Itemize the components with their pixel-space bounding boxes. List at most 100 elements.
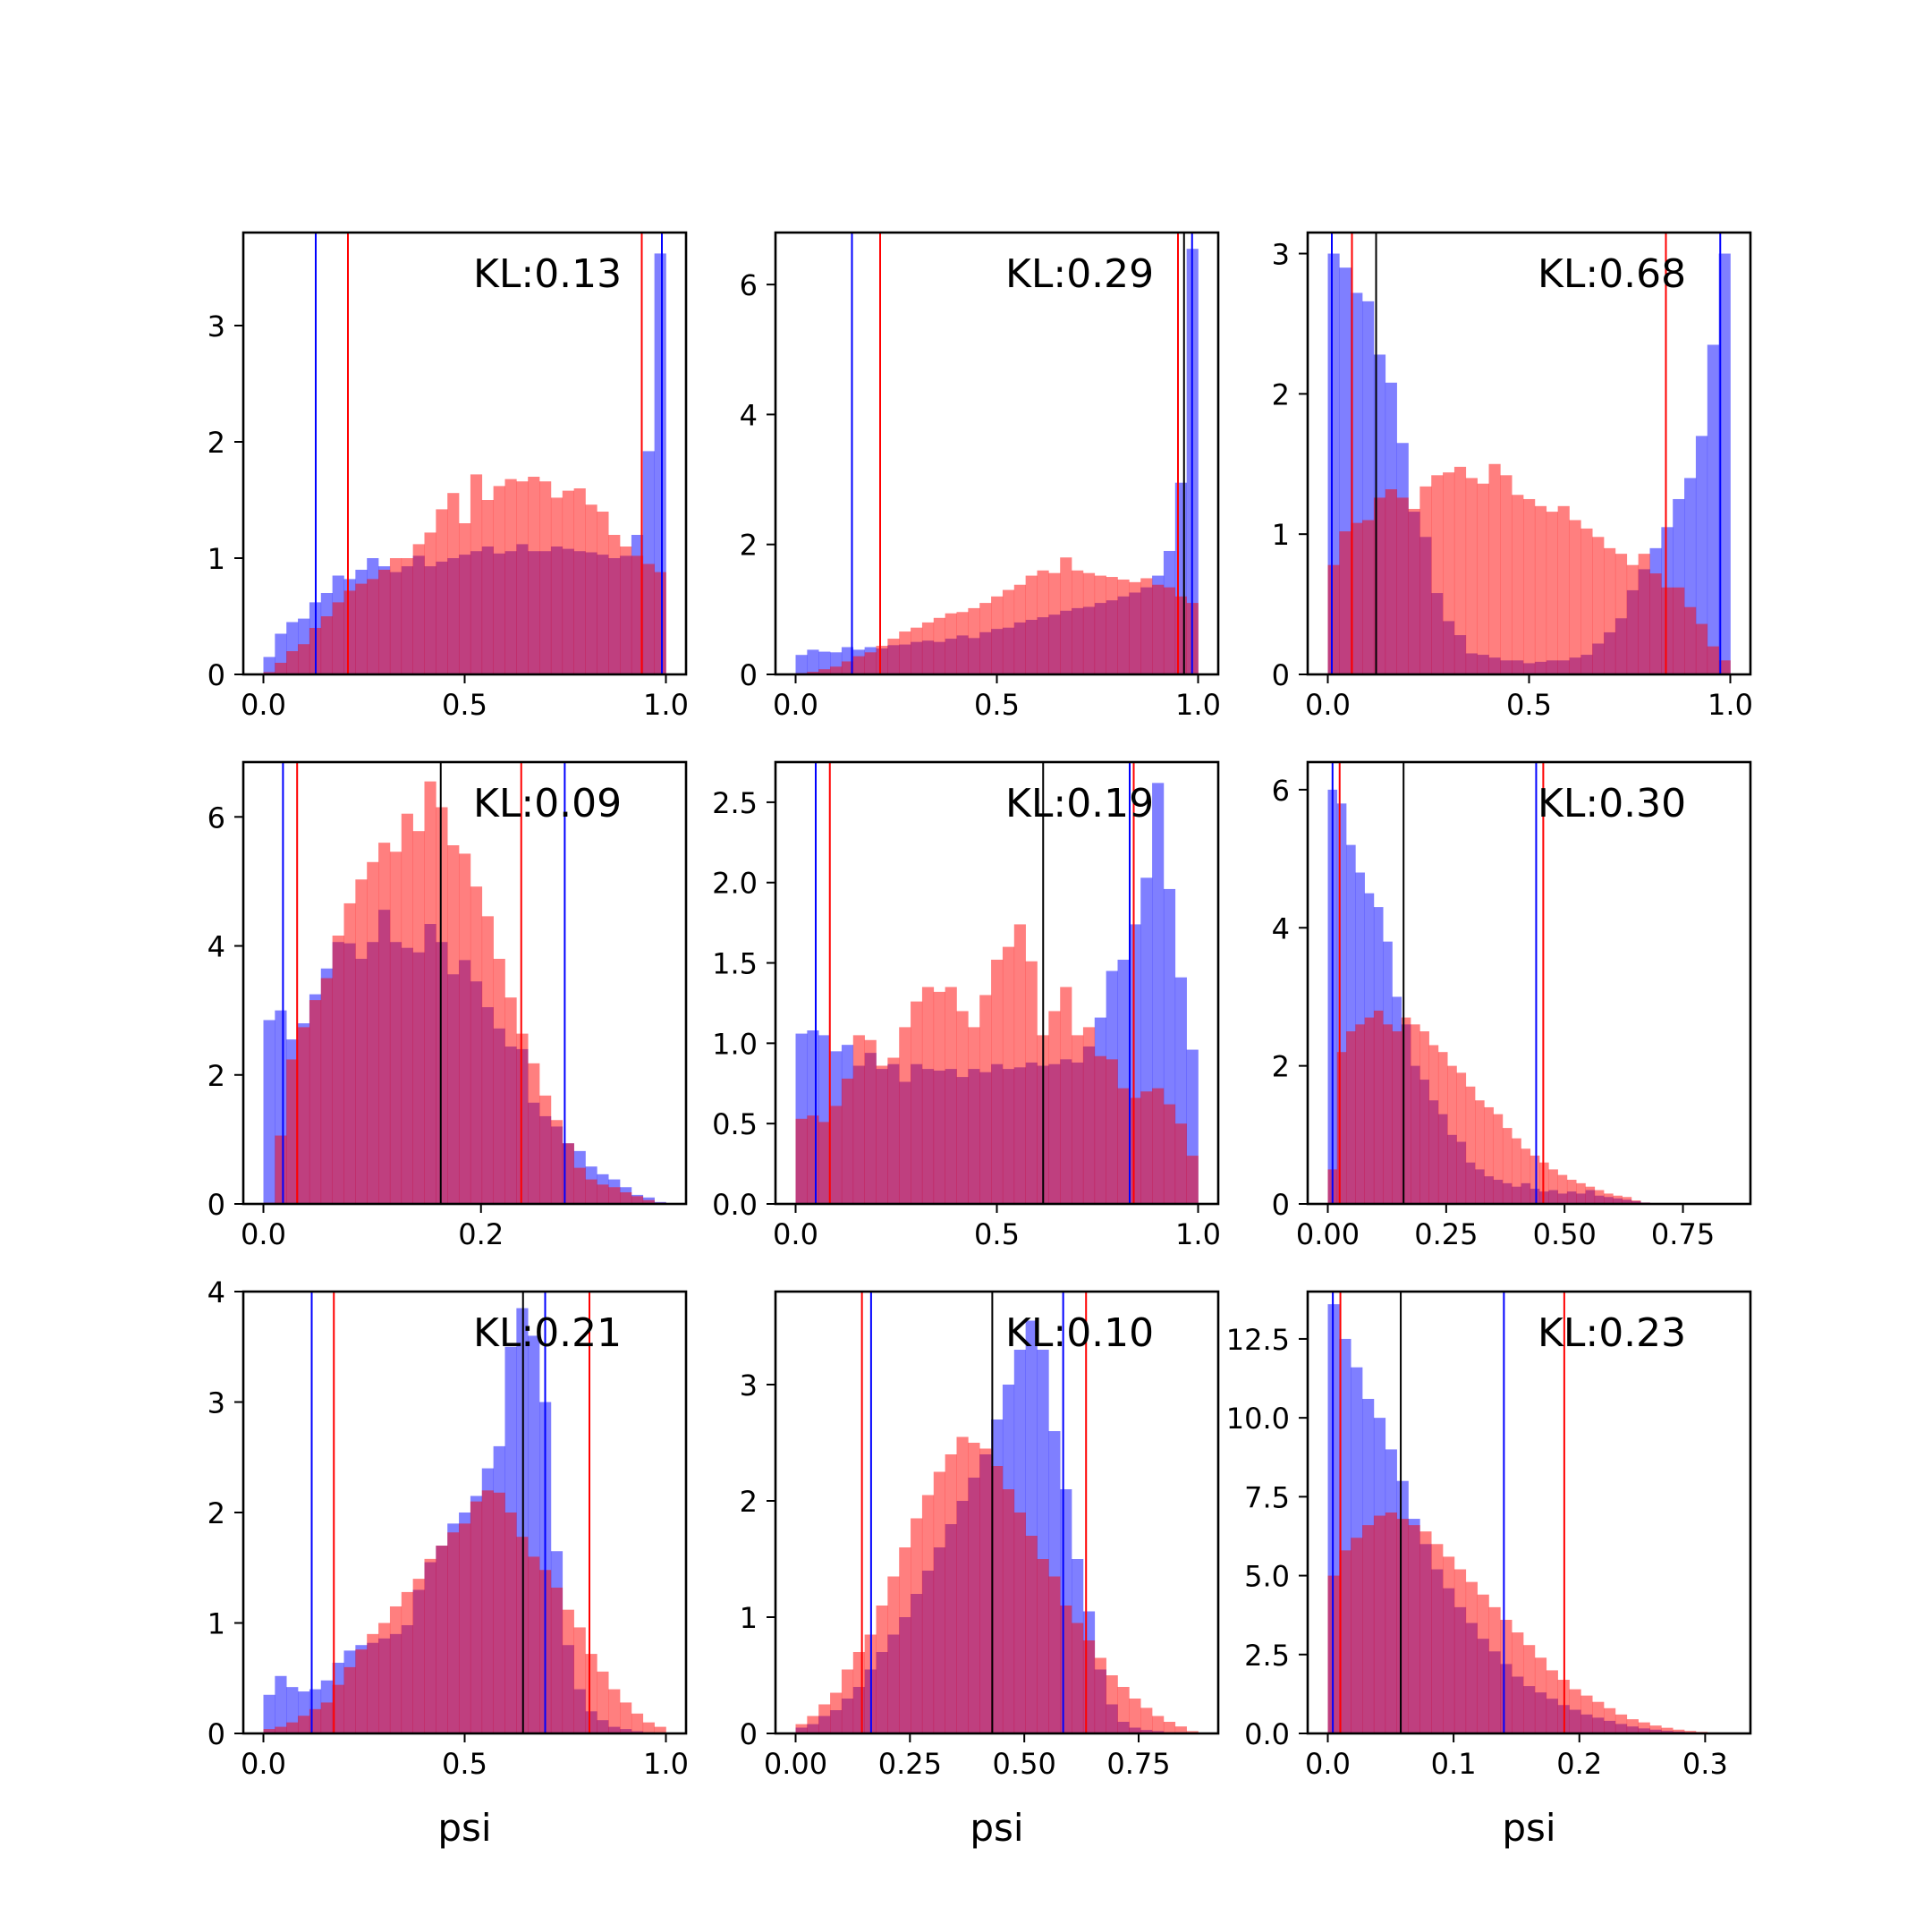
red-histogram-bar <box>1013 1513 1026 1733</box>
red-histogram <box>1327 1010 1650 1204</box>
red-histogram-bar <box>968 1027 980 1204</box>
x-tick-label: 0.75 <box>1651 1217 1715 1251</box>
plot-area <box>1327 233 1731 674</box>
red-histogram-bar <box>1707 646 1719 674</box>
red-histogram-bar <box>945 1454 957 1733</box>
red-histogram-bar <box>1661 1727 1674 1733</box>
red-histogram-bar <box>1585 1186 1596 1204</box>
red-histogram-bar <box>539 481 552 674</box>
red-histogram-bar <box>1411 1024 1420 1204</box>
red-histogram-bar <box>470 1501 483 1733</box>
kl-annotation: KL:0.09 <box>473 781 622 826</box>
red-histogram-bar <box>1072 1623 1084 1733</box>
x-tick-label: 0.00 <box>1296 1217 1360 1251</box>
red-histogram-bar <box>470 886 483 1204</box>
red-histogram-bar <box>528 477 540 674</box>
red-histogram-bar <box>1512 1632 1524 1733</box>
kl-annotation: KL:0.30 <box>1538 781 1686 826</box>
red-histogram-bar <box>956 1436 969 1733</box>
red-histogram-bar <box>991 596 1004 674</box>
red-histogram-bar <box>852 1035 865 1204</box>
y-tick-label: 2 <box>208 1496 225 1530</box>
red-histogram-bar <box>1453 1569 1467 1733</box>
red-histogram-bar <box>481 1490 494 1733</box>
red-histogram-bar <box>1546 1670 1558 1733</box>
red-histogram-bar <box>1592 537 1605 674</box>
red-histogram-bar <box>1500 1619 1513 1733</box>
red-histogram-bar <box>1186 1731 1199 1733</box>
red-histogram-bar <box>887 639 900 674</box>
red-histogram-bar <box>968 1443 980 1733</box>
red-histogram-bar <box>911 1518 923 1733</box>
red-histogram-bar <box>481 500 494 674</box>
red-histogram-bar <box>1152 584 1165 674</box>
y-tick-label: 1 <box>208 1607 225 1641</box>
red-histogram-bar <box>1512 495 1524 674</box>
panel-2: 0.0 0.5 1.0 0 2 4 6 KL:0.29 <box>740 231 1221 722</box>
red-histogram-bar <box>1025 1536 1038 1733</box>
red-histogram-bar <box>1631 1200 1641 1204</box>
red-histogram-bar <box>991 959 1004 1204</box>
red-histogram-bar <box>1638 554 1650 674</box>
red-histogram-bar <box>620 1192 632 1204</box>
blue-histogram-bar <box>263 1020 275 1204</box>
red-histogram-bar <box>1649 1725 1662 1733</box>
red-histogram-bar <box>298 1027 310 1204</box>
red-histogram-bar <box>933 1471 945 1733</box>
red-histogram-bar <box>1048 572 1061 674</box>
red-histogram-bar <box>516 481 529 674</box>
blue-histogram-bar <box>286 1687 299 1733</box>
panel-3: 0.0 0.5 1.0 0 1 2 3 KL:0.68 <box>1272 231 1753 722</box>
red-histogram-bar <box>921 622 935 674</box>
y-tick-label: 3 <box>740 1368 758 1402</box>
blue-histogram-bar <box>1718 253 1731 674</box>
red-histogram-bar <box>1604 1193 1614 1204</box>
x-tick-label: 1.0 <box>643 688 689 722</box>
x-tick-label: 0.25 <box>878 1747 942 1781</box>
red-histogram-bar <box>1408 1525 1420 1733</box>
red-histogram-bar <box>1604 547 1616 674</box>
red-histogram-bar <box>1174 1726 1187 1733</box>
red-histogram-bar <box>1082 1027 1096 1204</box>
red-histogram-bar <box>933 991 945 1204</box>
red-histogram-bar <box>1094 1657 1106 1733</box>
red-histogram-bar <box>1437 1052 1448 1204</box>
red-histogram-bar <box>1428 1045 1439 1204</box>
red-histogram <box>1327 463 1731 674</box>
red-histogram-bar <box>1373 1515 1386 1733</box>
kl-annotation: KL:0.23 <box>1538 1310 1686 1356</box>
red-histogram-bar <box>1569 1689 1581 1733</box>
red-histogram-bar <box>1604 1707 1616 1733</box>
red-histogram-bar <box>911 1001 923 1204</box>
red-histogram-bar <box>343 590 356 674</box>
red-histogram-bar <box>504 479 517 674</box>
y-tick-label: 4 <box>208 930 225 964</box>
red-histogram-bar <box>459 853 471 1204</box>
x-tick-label: 1.0 <box>1175 688 1221 722</box>
red-histogram-bar <box>367 579 379 674</box>
red-histogram-bar <box>1037 570 1049 674</box>
y-tick-label: 4 <box>208 1275 225 1309</box>
red-histogram-bar <box>275 663 287 674</box>
red-histogram-bar <box>1534 505 1547 674</box>
red-histogram-bar <box>1431 475 1444 674</box>
red-histogram-bar <box>1488 1606 1501 1733</box>
plot-area <box>263 233 666 674</box>
red-histogram-bar <box>1576 1182 1586 1204</box>
red-histogram-bar <box>1546 512 1558 674</box>
red-histogram-bar <box>1649 573 1662 674</box>
plot-area <box>1327 1292 1731 1733</box>
red-histogram-bar <box>470 474 483 674</box>
y-tick-label: 2 <box>1272 1050 1290 1084</box>
red-histogram-bar <box>979 603 992 674</box>
y-tick-label: 1 <box>1272 518 1290 552</box>
red-histogram-bar <box>412 831 425 1204</box>
red-histogram-bar <box>436 509 448 674</box>
red-histogram-bar <box>1477 483 1489 674</box>
red-histogram-bar <box>332 1684 344 1733</box>
red-histogram-bar <box>1592 1701 1605 1733</box>
axes-frame <box>1306 760 1752 1206</box>
panels: 0.0 0.5 1.0 0 1 2 3 KL:0.13 0.0 0.5 1.0 0 2 4 6 KL:0.29… <box>208 231 1753 1850</box>
y-tick-label: 0.0 <box>1244 1717 1290 1751</box>
blue-histogram-bar <box>654 253 666 674</box>
